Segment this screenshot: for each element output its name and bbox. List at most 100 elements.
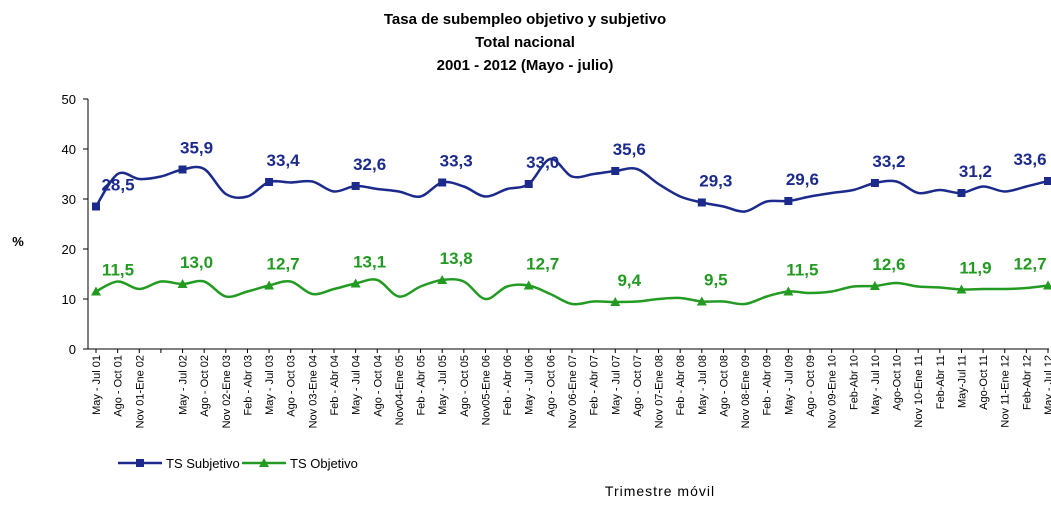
legend-label: TS Subjetivo — [166, 456, 240, 471]
chart-subtitle: Total nacional — [475, 34, 575, 51]
x-tick-label: Ago - Oct 04 — [372, 355, 384, 417]
x-tick-label: Ago - Oct 06 — [545, 355, 557, 417]
x-tick-label: May - Jul 10 — [870, 355, 882, 415]
marker — [783, 286, 794, 296]
x-tick-label: Nov 11-Ene 12 — [1000, 355, 1012, 428]
marker — [1043, 280, 1051, 290]
x-tick-label: Nov 01-Ene 02 — [134, 355, 146, 428]
data-label: 33,4 — [267, 151, 301, 170]
x-tick-label: May - Jul 04 — [351, 355, 363, 415]
x-tick-label: Ago - Oct 09 — [805, 355, 817, 417]
x-tick-label: May - Jul 12 — [1043, 355, 1051, 415]
y-tick-label: 0 — [69, 342, 76, 357]
x-tick-label: Feb-Abr 11 — [935, 355, 947, 409]
data-label: 13,0 — [180, 253, 213, 272]
x-tick-label: Ago-Oct 11 — [978, 355, 990, 410]
data-label: 12,6 — [872, 255, 905, 274]
marker — [957, 189, 966, 197]
y-axis-title: % — [12, 234, 24, 249]
x-tick-label: Feb - Abr 09 — [762, 355, 774, 416]
marker — [697, 198, 706, 207]
data-label: 13,8 — [440, 249, 473, 268]
x-tick-label: Feb - Abr 05 — [416, 355, 428, 416]
x-tick-label: Ago - Oct 03 — [286, 355, 298, 417]
data-label: 9,5 — [704, 271, 728, 290]
x-tick-label: Ago - Oct 05 — [459, 355, 471, 417]
data-label: 28,5 — [101, 176, 134, 195]
data-label: 29,3 — [699, 172, 732, 191]
x-tick-label: Feb-Abr 12 — [1021, 355, 1033, 410]
x-tick-label: May-Jul 11 — [956, 355, 968, 408]
marker — [92, 202, 100, 211]
y-tick-label: 10 — [62, 292, 76, 307]
data-label: 33,2 — [872, 152, 905, 171]
x-tick-label: Ago-Oct 10 — [892, 355, 904, 411]
x-tick-label: Nov 06-Ene 07 — [567, 355, 579, 428]
series-line — [94, 157, 1049, 213]
x-tick-label: May - Jul 03 — [264, 355, 276, 415]
marker — [264, 280, 275, 290]
x-tick-label: Feb - Abr 03 — [242, 355, 254, 416]
x-tick-label: Feb - Abr 04 — [329, 355, 341, 416]
data-label: 35,6 — [613, 140, 646, 159]
marker — [870, 179, 879, 187]
legend-marker — [136, 459, 144, 467]
data-label: 11,5 — [786, 261, 818, 280]
x-tick-label: May - Jul 05 — [437, 355, 449, 415]
marker — [177, 279, 188, 288]
chart-title: Tasa de subempleo objetivo y subjetivo — [384, 11, 666, 28]
marker — [956, 284, 967, 294]
marker — [265, 178, 274, 186]
x-tick-label: Ago - Oct 07 — [632, 355, 644, 417]
marker — [1044, 177, 1051, 185]
x-tick-label: Ago - Oct 01 — [113, 355, 125, 417]
x-tick-label: Nov04-Ene 05 — [394, 355, 406, 425]
marker — [610, 297, 621, 306]
y-tick-label: 30 — [62, 192, 76, 207]
x-tick-label: May - Jul 08 — [697, 355, 709, 415]
y-tick-label: 20 — [62, 242, 76, 257]
data-label: 33,6 — [1013, 150, 1046, 169]
x-tick-label: Feb - Abr 06 — [502, 355, 514, 416]
data-label: 33,3 — [440, 152, 473, 171]
x-tick-label: Nov 09-Ene 10 — [827, 355, 839, 428]
data-label: 35,9 — [180, 139, 213, 158]
data-label: 12,7 — [267, 255, 300, 274]
x-tick-label: Nov 07-Ene 08 — [654, 355, 666, 428]
x-tick-label: Feb-Abr 10 — [848, 355, 860, 410]
x-tick-label: Feb - Abr 08 — [675, 355, 687, 416]
chart-subtitle: 2001 - 2012 (Mayo - julio) — [437, 57, 614, 74]
data-label: 29,6 — [786, 170, 819, 189]
x-tick-label: Nov 03-Ene 04 — [307, 355, 319, 428]
legend-marker — [259, 458, 269, 467]
marker — [350, 278, 361, 288]
marker — [611, 167, 620, 175]
x-tick-label: Nov 02-Ene 03 — [221, 355, 233, 428]
marker — [438, 178, 447, 187]
x-tick-label: Nov 08-Ene 09 — [740, 355, 752, 428]
marker — [523, 280, 534, 290]
data-label: 13,1 — [353, 253, 386, 272]
marker — [869, 281, 880, 290]
data-label: 12,7 — [1013, 255, 1046, 274]
series-line — [95, 278, 1049, 306]
x-tick-label: May - Jul 06 — [524, 355, 536, 415]
marker — [437, 275, 448, 284]
x-tick-label: May - Jul 07 — [610, 355, 622, 415]
data-label: 33,0 — [526, 153, 559, 172]
x-tick-label: May - Jul 02 — [178, 355, 190, 415]
x-tick-label: May - Jul 09 — [783, 355, 795, 415]
data-label: 9,4 — [617, 271, 641, 290]
x-tick-label: Ago - Oct 02 — [199, 355, 211, 417]
x-tick-label: May - Jul 01 — [91, 355, 103, 415]
data-label: 32,6 — [353, 155, 386, 174]
marker — [696, 296, 707, 306]
x-axis-title: Trimestre móvil — [605, 483, 715, 499]
data-label: 11,9 — [959, 259, 991, 278]
marker — [524, 180, 533, 188]
legend-label: TS Objetivo — [290, 456, 358, 471]
x-tick-label: Nov 10-Ene 11 — [913, 355, 925, 428]
data-label: 12,7 — [526, 255, 559, 274]
data-label: 11,5 — [102, 261, 134, 280]
